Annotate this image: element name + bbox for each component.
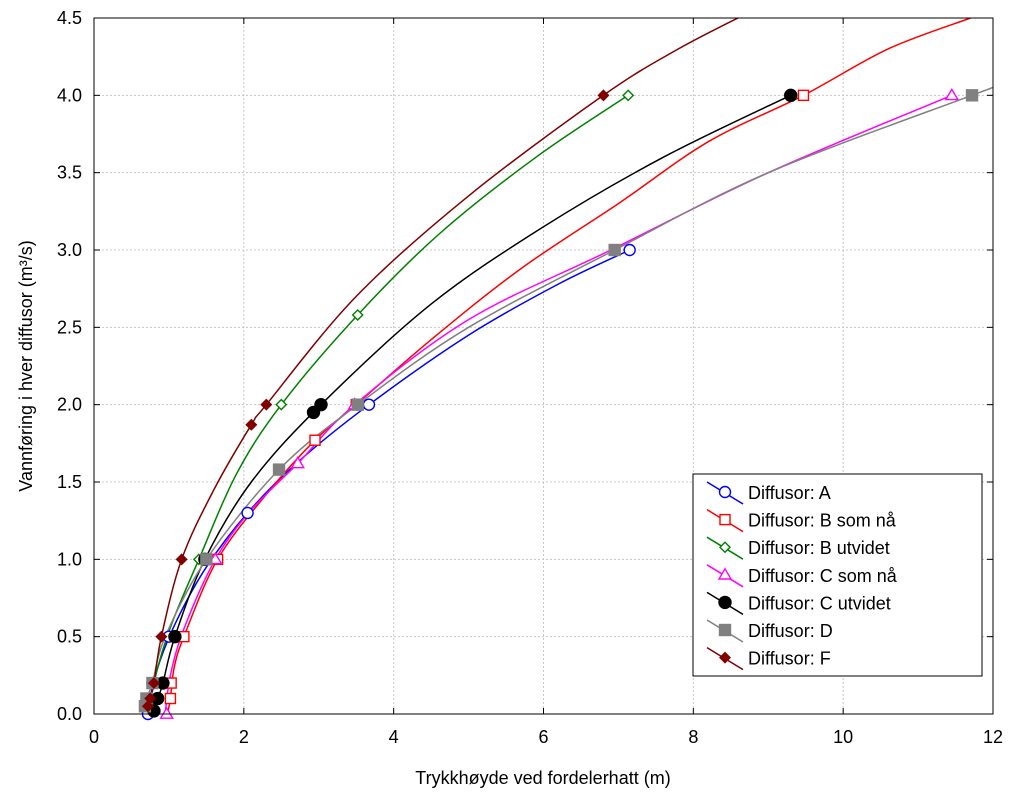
legend-marker-5 — [718, 595, 732, 610]
x-tick-label: 10 — [833, 727, 853, 747]
legend-label-1: Diffusor: A — [748, 483, 831, 503]
data-point — [362, 398, 376, 411]
y-tick-label: 4.5 — [57, 8, 82, 28]
y-axis: 0.0 0.5 1.0 1.5 2.0 2.5 3.0 3.5 4.0 4.5 — [57, 8, 993, 724]
data-point — [290, 456, 305, 469]
data-point — [159, 706, 174, 719]
legend-marker-3 — [719, 541, 731, 554]
legend-label-3: Diffusor: B utvidet — [748, 538, 890, 558]
x-axis: 0 2 4 6 8 10 12 — [89, 18, 1003, 747]
legend-label-5: Diffusor: C utvidet — [748, 593, 891, 613]
data-point — [147, 677, 160, 690]
data-point — [275, 398, 288, 411]
data-point — [608, 243, 621, 257]
y-tick-label: 1.5 — [57, 472, 82, 492]
data-point — [314, 397, 328, 412]
y-tick-label: 3.5 — [57, 163, 82, 183]
y-tick-label: 3.0 — [57, 240, 82, 260]
data-point — [965, 89, 979, 102]
y-tick-label: 4.0 — [57, 85, 82, 105]
data-point — [351, 308, 364, 321]
y-tick-label: 2.0 — [57, 395, 82, 415]
data-point — [200, 553, 213, 566]
y-tick-label: 0.0 — [57, 704, 82, 724]
y-tick-label: 0.5 — [57, 627, 82, 647]
data-point — [175, 553, 188, 566]
legend-marker-4 — [717, 567, 733, 580]
marker-layer — [138, 87, 979, 721]
x-axis-label: Trykkhøyde ved fordelerhatt (m) — [415, 768, 670, 788]
x-tick-label: 12 — [983, 727, 1003, 747]
data-point — [784, 88, 798, 103]
x-tick-label: 6 — [538, 727, 548, 747]
legend-marker-6 — [718, 623, 732, 637]
x-tick-label: 0 — [89, 727, 99, 747]
legend-label-2: Diffusor: B som nå — [748, 511, 897, 531]
legend-label-6: Diffusor: D — [748, 621, 833, 641]
legend-marker-2 — [719, 513, 731, 526]
data-point — [260, 398, 273, 411]
legend-box — [692, 473, 983, 677]
series-line-2 — [166, 18, 971, 714]
legend-marker-1 — [718, 485, 732, 499]
data-point — [351, 398, 364, 411]
y-axis-label: Vannføring i hver diffusor (m³/s) — [16, 240, 36, 491]
legend-label-4: Diffusor: C som nå — [748, 566, 898, 586]
data-point — [245, 418, 258, 431]
data-point — [144, 692, 157, 705]
legend: Diffusor: A Diffusor: B som nå Diffusor: B… — [692, 473, 983, 677]
x-tick-label: 2 — [239, 727, 249, 747]
grid — [94, 18, 993, 714]
y-tick-label: 1.0 — [57, 549, 82, 569]
legend-marker-7 — [719, 651, 731, 664]
data-point — [623, 243, 636, 257]
data-point — [168, 629, 182, 644]
data-point — [155, 630, 168, 643]
data-point — [164, 692, 177, 705]
x-tick-label: 8 — [688, 727, 698, 747]
data-point — [622, 89, 635, 102]
x-tick-label: 4 — [389, 727, 399, 747]
data-point — [944, 87, 960, 101]
data-point — [272, 463, 286, 476]
data-point — [597, 89, 610, 102]
data-point — [797, 89, 810, 102]
legend-label-7: Diffusor: F — [748, 649, 831, 669]
data-point — [309, 434, 321, 446]
y-tick-label: 2.5 — [57, 317, 82, 337]
data-point — [241, 506, 254, 520]
